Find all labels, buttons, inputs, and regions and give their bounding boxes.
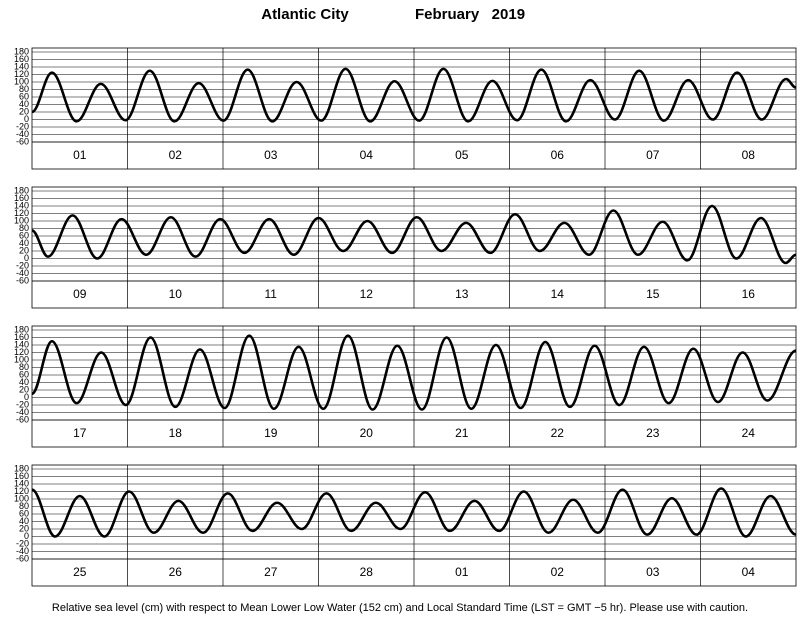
day-label: 11 (265, 287, 278, 301)
y-tick-label: -60 (16, 553, 29, 563)
day-label: 03 (646, 565, 660, 579)
chart-subtitle: February 2019 (415, 6, 525, 23)
y-tick-label: 140 (14, 339, 29, 349)
footnote: Relative sea level (cm) with respect to … (52, 602, 748, 614)
y-tick-label: 180 (14, 185, 29, 195)
day-label: 23 (646, 426, 660, 440)
day-label: 06 (551, 148, 565, 162)
panel-frame (31, 464, 797, 587)
day-label: 25 (73, 565, 87, 579)
y-tick-label: -40 (16, 407, 29, 417)
y-tick-label: 120 (14, 69, 29, 79)
day-label: 14 (551, 287, 565, 301)
y-tick-label: 160 (14, 54, 29, 64)
y-tick-label: 60 (19, 91, 29, 101)
y-tick-label: 160 (14, 193, 29, 203)
y-tick-label: 20 (19, 384, 29, 394)
y-tick-label: 0 (24, 114, 29, 124)
y-tick-label: 20 (19, 523, 29, 533)
y-tick-label: 0 (24, 253, 29, 263)
day-label: 09 (73, 287, 87, 301)
day-label: 10 (169, 287, 183, 301)
y-tick-label: 140 (14, 200, 29, 210)
day-label: 18 (169, 426, 183, 440)
y-tick-label: 40 (19, 238, 29, 248)
day-label: 02 (551, 565, 565, 579)
y-tick-label: -60 (16, 414, 29, 424)
day-label: 20 (360, 426, 374, 440)
y-tick-label: -20 (16, 538, 29, 548)
y-tick-label: 100 (14, 354, 29, 364)
day-label: 24 (742, 426, 756, 440)
day-label: 22 (551, 426, 565, 440)
day-label: 17 (73, 426, 87, 440)
day-label: 28 (360, 565, 374, 579)
y-tick-label: 180 (14, 463, 29, 473)
chart-title: Atlantic City (261, 6, 349, 23)
day-label: 07 (646, 148, 660, 162)
y-tick-label: 160 (14, 471, 29, 481)
y-tick-label: -20 (16, 399, 29, 409)
day-label: 04 (360, 148, 374, 162)
y-tick-label: 120 (14, 208, 29, 218)
day-label: 16 (742, 287, 756, 301)
y-tick-label: -60 (16, 275, 29, 285)
day-label: 15 (646, 287, 660, 301)
y-tick-label: -20 (16, 260, 29, 270)
y-tick-label: 20 (19, 106, 29, 116)
day-label: 05 (455, 148, 469, 162)
day-label: 02 (169, 148, 183, 162)
tide-line (32, 487, 796, 538)
day-label: 26 (169, 565, 183, 579)
y-tick-label: 80 (19, 223, 29, 233)
y-tick-label: 120 (14, 486, 29, 496)
y-tick-label: 160 (14, 332, 29, 342)
day-label: 04 (742, 565, 756, 579)
y-tick-label: 100 (14, 76, 29, 86)
day-label: 27 (264, 565, 278, 579)
y-tick-label: -40 (16, 268, 29, 278)
y-tick-label: 20 (19, 245, 29, 255)
day-label: 13 (455, 287, 469, 301)
y-tick-label: 100 (14, 215, 29, 225)
panel-frame (31, 186, 797, 309)
y-tick-label: -20 (16, 121, 29, 131)
y-tick-label: 80 (19, 362, 29, 372)
y-tick-label: 40 (19, 377, 29, 387)
y-tick-label: 140 (14, 478, 29, 488)
y-tick-label: 40 (19, 516, 29, 526)
y-tick-label: 80 (19, 501, 29, 511)
y-tick-label: 0 (24, 531, 29, 541)
tide-line (32, 334, 796, 411)
tide-line (32, 67, 796, 123)
day-label: 21 (455, 426, 469, 440)
panel-frame (31, 325, 797, 448)
y-tick-label: -40 (16, 546, 29, 556)
y-tick-label: 100 (14, 493, 29, 503)
day-label: 03 (264, 148, 278, 162)
y-tick-label: 140 (14, 61, 29, 71)
y-tick-label: 60 (19, 508, 29, 518)
tide-line (32, 204, 796, 265)
day-label: 01 (455, 565, 469, 579)
y-tick-label: 40 (19, 99, 29, 109)
y-tick-label: 60 (19, 369, 29, 379)
day-label: 01 (73, 148, 87, 162)
y-tick-label: 80 (19, 84, 29, 94)
panel-frame (31, 47, 797, 170)
day-label: 19 (264, 426, 278, 440)
y-tick-label: 60 (19, 230, 29, 240)
day-label: 12 (360, 287, 374, 301)
y-tick-label: 180 (14, 324, 29, 334)
y-tick-label: -40 (16, 129, 29, 139)
y-tick-label: 0 (24, 392, 29, 402)
y-tick-label: -60 (16, 136, 29, 146)
day-label: 08 (742, 148, 756, 162)
y-tick-label: 120 (14, 347, 29, 357)
y-tick-label: 180 (14, 46, 29, 56)
